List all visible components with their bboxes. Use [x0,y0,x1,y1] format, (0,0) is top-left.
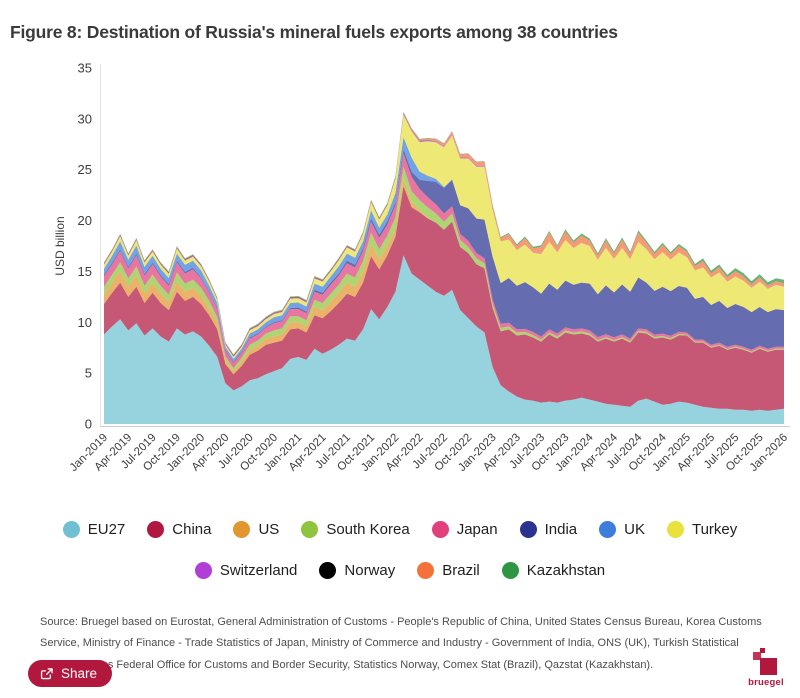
legend-item-turkey[interactable]: Turkey [666,521,738,538]
logo-square-large [760,658,777,675]
bruegel-logo: bruegel [746,648,786,694]
china-swatch-icon [147,521,165,538]
legend-item-switzerland[interactable]: Switzerland [194,562,298,579]
legend-item-norway[interactable]: Norway [319,562,395,579]
legend-label-norway: Norway [344,562,396,579]
legend-item-china[interactable]: China [147,521,211,538]
area-india [104,149,784,363]
legend-item-kazakhstan[interactable]: Kazakhstan [501,562,606,579]
norway-swatch-icon [319,562,337,579]
legend-label-turkey: Turkey [691,521,738,538]
y-tick-label-35: 35 [78,61,92,76]
legend-label-japan: Japan [456,521,498,538]
y-tick-label-25: 25 [78,162,92,177]
legend-label-kazakhstan: Kazakhstan [526,562,606,579]
legend-row-2: Switzerland Norway Brazil Kazakhstan [0,562,800,579]
share-button-label: Share [61,666,98,681]
stacked-area-chart: 0 5 10 15 20 25 30 35 USD billion Jan-2019 Apr-201… [0,52,800,502]
japan-swatch-icon [431,521,449,538]
turkey-swatch-icon [666,521,684,538]
kazakhstan-swatch-icon [501,562,519,579]
legend-label-us: US [258,521,280,538]
legend-item-brazil[interactable]: Brazil [417,562,480,579]
legend-label-south-korea: South Korea [326,521,410,538]
logo-square-medium [753,652,761,660]
logo-square-small [760,648,765,653]
share-button[interactable]: Share [28,660,113,687]
legend-item-india[interactable]: India [519,521,578,538]
logo-wordmark: bruegel [748,677,784,688]
brazil-swatch-icon [417,562,435,579]
legend-item-south-korea[interactable]: South Korea [301,521,410,538]
legend-row-1: EU27 China US South Korea Japan India UK Turkey [0,521,800,538]
figure-title: Figure 8: Destination of Russia's minera… [10,21,618,42]
legend-label-india: India [544,521,578,538]
switzerland-swatch-icon [194,562,212,579]
y-axis-title: USD billion [53,216,67,275]
legend-label-uk: UK [624,521,645,538]
source-note: Source: Bruegel based on Eurostat, Gener… [40,616,762,671]
area-china [104,186,784,411]
y-tick-label-5: 5 [85,366,92,381]
y-tick-label-30: 30 [78,111,92,126]
y-tick-label-20: 20 [78,213,92,228]
legend-item-us[interactable]: US [233,521,279,538]
legend-item-eu27[interactable]: EU27 [62,521,126,538]
y-tick-label-0: 0 [85,417,92,432]
legend-item-uk[interactable]: UK [599,521,645,538]
us-swatch-icon [233,521,251,538]
eu27-swatch-icon [62,521,80,538]
legend-item-japan[interactable]: Japan [431,521,498,538]
area-turkey [104,114,784,359]
legend-label-switzerland: Switzerland [219,562,298,579]
legend-label-china: China [172,521,212,538]
y-tick-label-15: 15 [78,264,92,279]
legend-label-brazil: Brazil [442,562,480,579]
area-eu27 [104,255,784,424]
legend-label-eu27: EU27 [87,521,126,538]
y-tick-label-10: 10 [78,315,92,330]
uk-swatch-icon [599,521,617,538]
india-swatch-icon [519,521,537,538]
south-korea-swatch-icon [301,521,319,538]
share-export-icon [40,667,54,681]
